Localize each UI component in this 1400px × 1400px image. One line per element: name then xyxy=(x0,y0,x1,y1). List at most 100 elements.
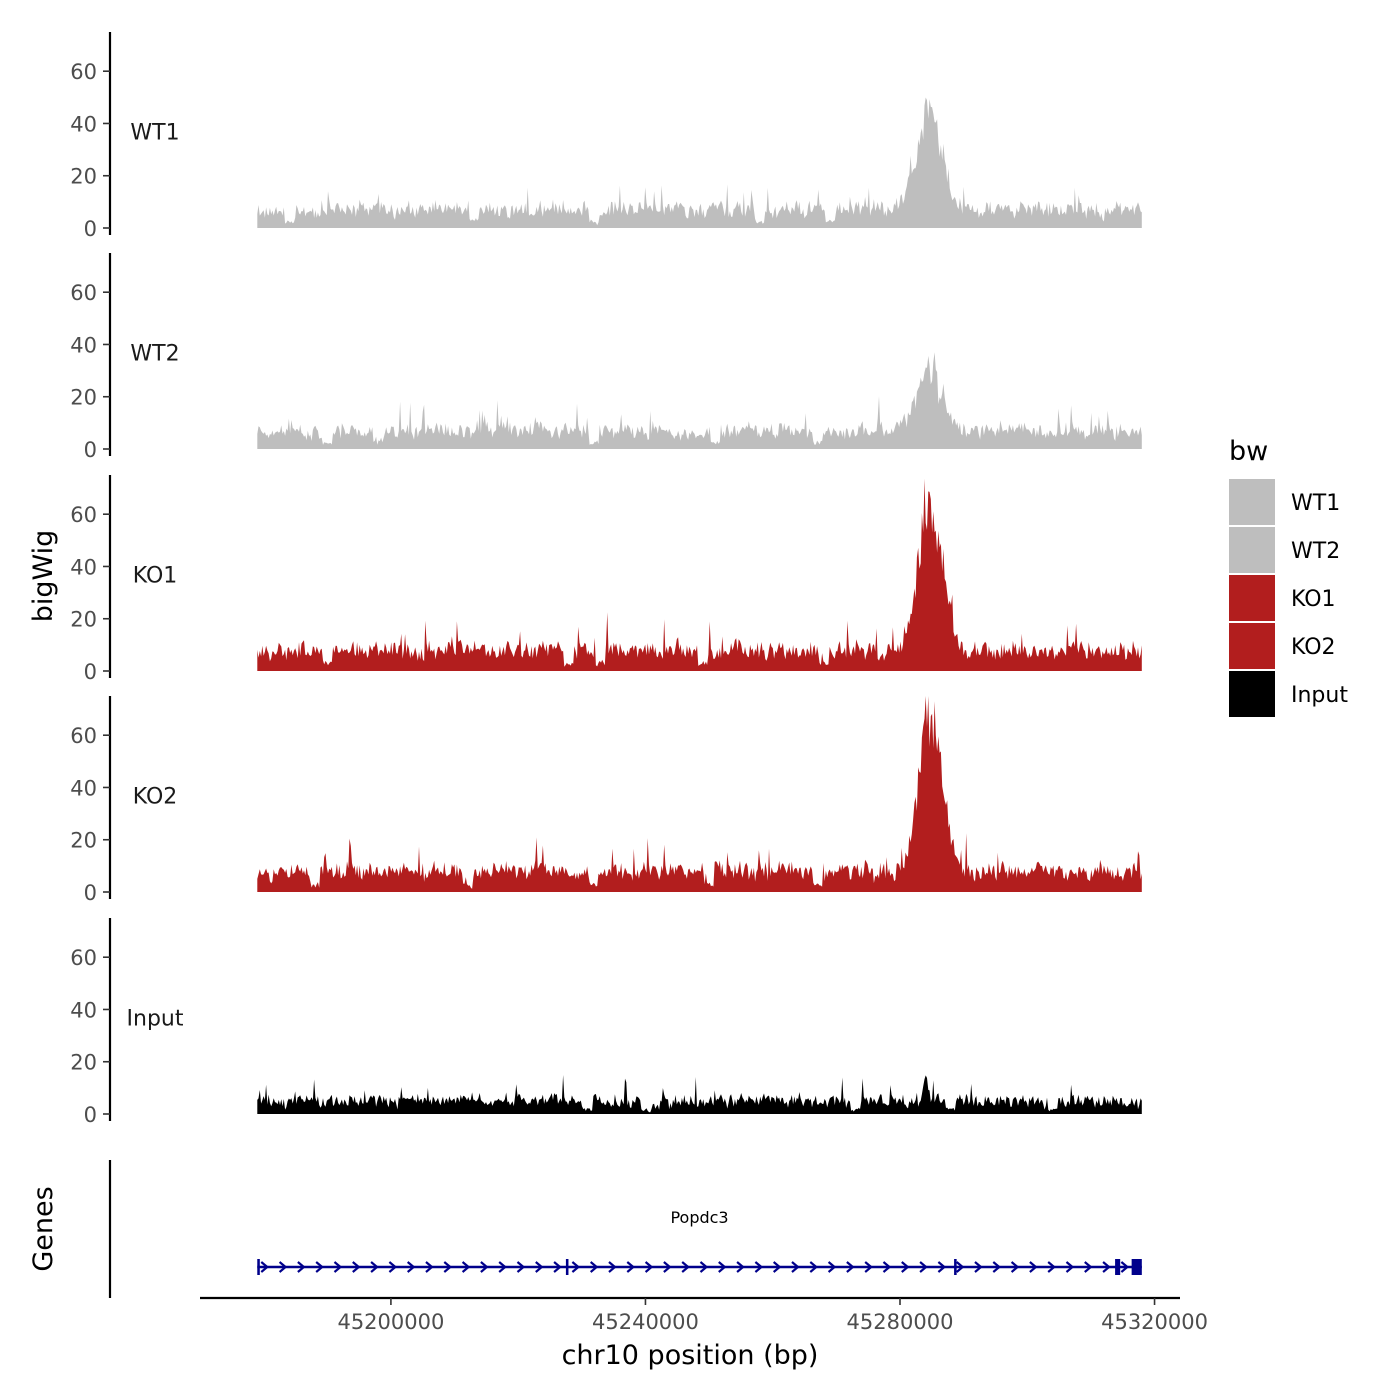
legend-swatch-input xyxy=(1229,671,1275,717)
strand-arrow xyxy=(626,1261,635,1273)
strand-arrow xyxy=(1010,1261,1020,1273)
y-tick-label: 40 xyxy=(70,333,97,357)
strand-arrow xyxy=(333,1261,343,1273)
gene-exon xyxy=(257,1259,260,1275)
strand-arrow xyxy=(260,1261,269,1273)
strand-arrow xyxy=(791,1261,800,1273)
strand-arrow xyxy=(315,1261,324,1273)
legend: bw WT1 WT2 KO1 KO2 Input xyxy=(1229,436,1348,717)
y-tick-label: 60 xyxy=(70,724,97,748)
strand-arrow xyxy=(498,1261,507,1273)
y-tick-label: 0 xyxy=(84,660,97,684)
strand-arrow xyxy=(992,1261,1001,1273)
strand-arrow xyxy=(1102,1261,1111,1273)
gene-exon xyxy=(565,1259,569,1275)
legend-swatch-wt2 xyxy=(1229,527,1275,573)
strand-arrow xyxy=(535,1261,544,1273)
coverage-area-ko1 xyxy=(257,478,1142,671)
legend-swatch-wt1 xyxy=(1229,479,1275,525)
strand-arrow xyxy=(772,1261,782,1273)
strand-arrow xyxy=(736,1261,745,1273)
strand-arrow xyxy=(553,1261,562,1273)
strand-arrow xyxy=(864,1261,873,1273)
y-tick-label: 0 xyxy=(84,438,97,462)
x-tick-label: 45280000 xyxy=(847,1310,954,1334)
strand-arrow xyxy=(278,1261,288,1273)
strand-arrow xyxy=(370,1261,379,1273)
genes-axis-title: Genes xyxy=(28,1186,59,1271)
track-ko1: 0 20 40 60 KO1 xyxy=(70,475,1142,684)
strand-arrow xyxy=(352,1261,361,1273)
y-tick-label: 20 xyxy=(70,608,97,632)
y-tick-label: 0 xyxy=(84,881,97,905)
track-wt1: 0 20 40 60 WT1 xyxy=(70,32,1142,241)
x-tick-label: 45240000 xyxy=(592,1310,699,1334)
y-tick-label: 20 xyxy=(70,1051,97,1075)
strand-arrow xyxy=(754,1261,764,1273)
coverage-area-input xyxy=(257,1075,1142,1114)
gene-popdc3: Popdc3 xyxy=(257,1208,1142,1275)
track-input: 0 20 40 60 Input xyxy=(70,918,1142,1127)
track-label-ko2: KO2 xyxy=(133,784,178,809)
legend-label-wt2: WT2 xyxy=(1291,539,1340,564)
x-axis-title: chr10 position (bp) xyxy=(562,1340,819,1371)
strand-arrow xyxy=(388,1261,398,1273)
strand-arrow xyxy=(974,1261,983,1273)
gene-label: Popdc3 xyxy=(670,1208,728,1227)
y-tick-label: 40 xyxy=(70,112,97,136)
track-label-ko1: KO1 xyxy=(133,563,178,588)
strand-arrow xyxy=(425,1261,434,1273)
y-tick-label: 60 xyxy=(70,281,97,305)
strand-arrow xyxy=(406,1261,416,1273)
strand-arrow xyxy=(443,1261,452,1273)
gene-track: Popdc3 xyxy=(108,1160,1142,1298)
legend-swatch-ko2 xyxy=(1229,623,1275,669)
strand-arrow xyxy=(809,1261,818,1273)
y-tick-label: 60 xyxy=(70,946,97,970)
strand-arrow xyxy=(644,1261,654,1273)
y-tick-label: 40 xyxy=(70,776,97,800)
strand-arrow xyxy=(589,1261,599,1273)
strand-arrow xyxy=(955,1261,965,1273)
track-ko2: 0 20 40 60 KO2 xyxy=(70,696,1142,905)
y-tick-label: 0 xyxy=(84,1103,97,1127)
strand-arrow xyxy=(461,1261,471,1273)
y-tick-label: 20 xyxy=(70,386,97,410)
strand-arrow xyxy=(480,1261,489,1273)
coverage-area-wt2 xyxy=(257,352,1142,449)
x-tick-label: 45320000 xyxy=(1101,1310,1208,1334)
strand-arrow xyxy=(919,1261,928,1273)
strand-arrow xyxy=(901,1261,910,1273)
strand-arrow xyxy=(699,1261,709,1273)
coverage-area-wt1 xyxy=(257,97,1142,228)
strand-arrow xyxy=(1047,1261,1056,1273)
strand-arrow xyxy=(1084,1261,1093,1273)
coverage-area-ko2 xyxy=(257,696,1142,892)
strand-arrow xyxy=(882,1261,892,1273)
strand-arrow xyxy=(937,1261,947,1273)
legend-label-input: Input xyxy=(1291,683,1348,708)
y-tick-label: 40 xyxy=(70,555,97,579)
legend-swatch-ko1 xyxy=(1229,575,1275,621)
strand-arrow xyxy=(1120,1261,1130,1273)
y-tick-label: 20 xyxy=(70,165,97,189)
strand-arrow xyxy=(516,1261,526,1273)
coverage-tracks: 0 20 40 60 WT1 0 20 40 60 WT2 0 20 40 60 KO1 0 20 40 60 KO2… xyxy=(70,32,1142,1127)
strand-arrow xyxy=(718,1261,727,1273)
strand-arrow xyxy=(681,1261,690,1273)
y-tick-label: 20 xyxy=(70,829,97,853)
strand-arrow xyxy=(608,1261,617,1273)
y-tick-label: 60 xyxy=(70,60,97,84)
track-label-wt1: WT1 xyxy=(130,120,179,145)
gene-exon xyxy=(1131,1259,1142,1275)
gene-exon xyxy=(1115,1259,1121,1275)
legend-title: bw xyxy=(1229,436,1268,467)
y-axis-title: bigWig xyxy=(28,530,59,623)
track-label-input: Input xyxy=(127,1006,184,1031)
strand-arrow xyxy=(663,1261,672,1273)
track-wt2: 0 20 40 60 WT2 xyxy=(70,253,1142,462)
strand-arrow xyxy=(1065,1261,1075,1273)
legend-label-ko1: KO1 xyxy=(1291,587,1336,612)
